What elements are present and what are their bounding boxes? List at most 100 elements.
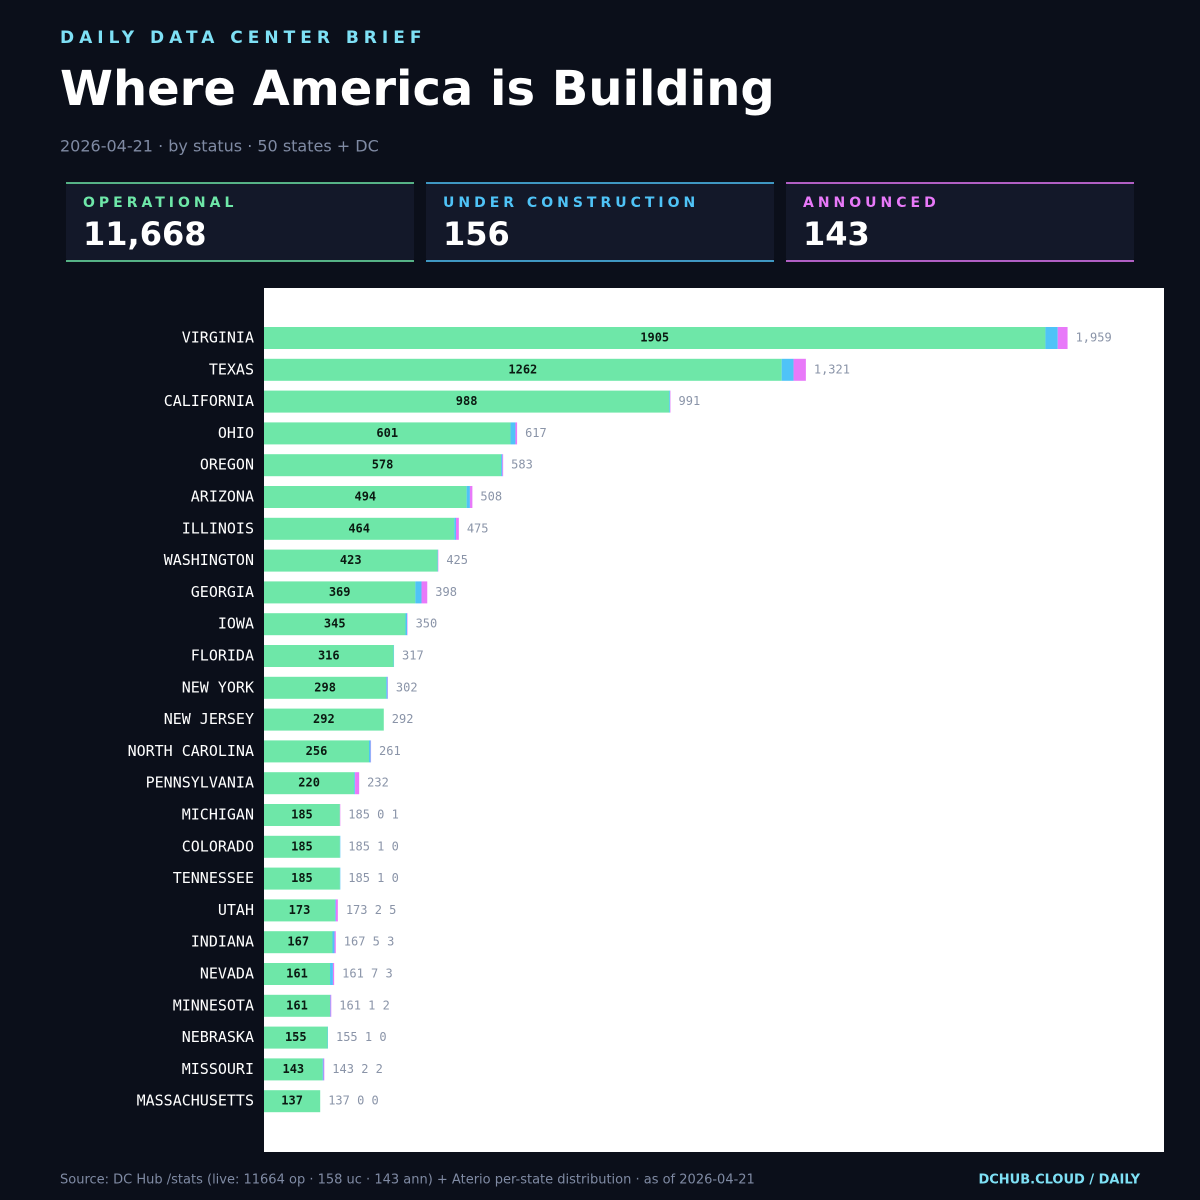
y-tick-label: INDIANA (191, 933, 254, 951)
bar-segment (1045, 327, 1058, 349)
card-value: 143 (803, 215, 870, 253)
bar-segment (264, 708, 384, 731)
bar-segment (264, 486, 467, 508)
bar-segment (264, 390, 670, 413)
bar-segment (330, 994, 332, 1017)
bar-value-label: 1262 (508, 362, 537, 376)
bar-segment (469, 486, 473, 508)
bar-segment (264, 581, 416, 604)
end-label: 143 2 2 (332, 1062, 383, 1076)
bar-segment (369, 740, 371, 763)
bar-value-label: 137 (281, 1094, 303, 1108)
card-label: UNDER CONSTRUCTION (443, 195, 699, 211)
y-tick-label: NEW JERSEY (164, 710, 254, 728)
bar-segment (421, 581, 428, 604)
bar-segment (455, 517, 459, 540)
bar-segment (454, 517, 456, 540)
bar-segment (264, 549, 438, 572)
y-tick-label: CALIFORNIA (164, 392, 254, 410)
bar-value-label: 601 (376, 426, 398, 440)
end-label: 185 1 0 (348, 871, 399, 885)
end-label: 232 (367, 776, 389, 790)
bar-value-label: 161 (286, 998, 308, 1012)
y-tick-label: NEBRASKA (182, 1028, 254, 1046)
y-tick-label: UTAH (218, 901, 254, 919)
end-label: 292 (392, 712, 414, 726)
bar-value-label: 161 (286, 967, 308, 981)
y-tick-label: ILLINOIS (182, 519, 254, 537)
bar-segment (264, 1058, 323, 1081)
bar-segment (332, 963, 335, 985)
end-label: 261 (379, 744, 401, 758)
bar-segment (264, 1090, 321, 1113)
bar-segment (264, 994, 331, 1017)
bar-segment (264, 676, 387, 699)
end-label: 508 (480, 490, 502, 504)
y-tick-label: GEORGIA (191, 583, 254, 601)
y-tick-label: COLORADO (182, 837, 254, 855)
bar-value-label: 369 (329, 585, 351, 599)
bar-value-label: 143 (282, 1062, 304, 1076)
bar-segment (264, 867, 340, 890)
bar-value-label: 185 (291, 839, 313, 853)
y-tick-label: OHIO (218, 424, 254, 442)
y-tick-label: IOWA (218, 615, 254, 633)
end-label: 1,959 (1076, 331, 1112, 345)
bar-segment (332, 931, 335, 954)
bar-segment (264, 899, 335, 922)
end-label: 991 (679, 394, 701, 408)
bar-segment (502, 454, 504, 477)
kicker: DAILY DATA CENTER BRIEF (60, 28, 426, 48)
bar-segment (264, 1026, 328, 1049)
card-label: ANNOUNCED (803, 195, 940, 211)
bar-segment (330, 963, 333, 985)
bar-segment (264, 517, 455, 540)
bar-segment (335, 899, 338, 922)
bar-segment (355, 772, 360, 795)
bar-segment (793, 358, 806, 381)
end-label: 1,321 (814, 362, 850, 376)
subtitle: 2026-04-21 · by status · 50 states + DC (60, 137, 379, 156)
y-tick-label: MINNESOTA (173, 996, 254, 1014)
y-tick-label: NEVADA (200, 965, 254, 983)
bar-segment (264, 835, 340, 858)
y-tick-label: FLORIDA (191, 647, 254, 665)
y-tick-label: MICHIGAN (182, 806, 254, 824)
end-label: 161 1 2 (339, 998, 390, 1012)
bar-segment (415, 581, 422, 604)
bar-segment (264, 740, 370, 763)
y-tick-label: TENNESSEE (173, 869, 254, 887)
y-tick-label: WASHINGTON (164, 551, 254, 569)
end-label: 425 (446, 553, 468, 567)
y-tick-label: PENNSYLVANIA (146, 774, 254, 792)
bar-value-label: 185 (291, 871, 313, 885)
end-label: 167 5 3 (344, 935, 395, 949)
bar-segment (334, 931, 336, 954)
status-card (66, 183, 414, 261)
bar-segment (1057, 327, 1068, 349)
bar-value-label: 464 (348, 521, 370, 535)
bar-value-label: 167 (287, 935, 309, 949)
bar-segment (501, 454, 503, 477)
bar-value-label: 292 (313, 712, 335, 726)
end-label: 475 (467, 521, 489, 535)
end-label: 583 (511, 458, 533, 472)
bar-value-label: 423 (340, 553, 362, 567)
y-tick-label: OREGON (200, 456, 254, 474)
bar-value-label: 494 (354, 490, 376, 504)
bar-segment (264, 358, 782, 381)
bar-segment (354, 772, 356, 795)
y-tick-label: NEW YORK (182, 678, 254, 696)
bar-segment (323, 1058, 325, 1081)
bar-segment (405, 613, 408, 636)
bar-segment (264, 454, 502, 477)
end-label: 185 0 1 (348, 808, 399, 822)
end-label: 398 (435, 585, 457, 599)
bar-value-label: 316 (318, 649, 340, 663)
bar-value-label: 185 (291, 808, 313, 822)
status-card (426, 183, 774, 261)
bar-segment (264, 772, 355, 795)
y-tick-label: MASSACHUSETTS (137, 1092, 254, 1110)
end-label: 617 (525, 426, 547, 440)
